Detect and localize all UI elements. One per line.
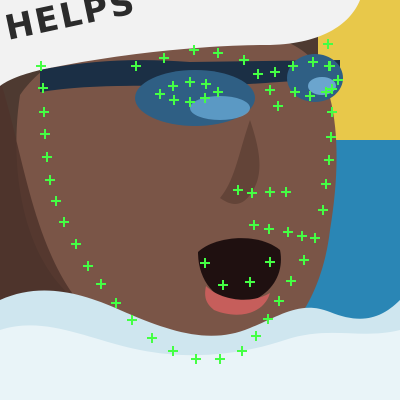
landmark-point	[321, 87, 331, 97]
landmark-point	[201, 79, 211, 89]
lips	[205, 286, 270, 315]
landmark-point	[233, 185, 243, 195]
landmark-point	[215, 354, 225, 364]
landmark-point	[96, 279, 106, 289]
landmark-point	[283, 227, 293, 237]
landmark-point	[265, 85, 275, 95]
landmark-point	[191, 354, 201, 364]
landmark-point	[155, 89, 165, 99]
landmark-point	[273, 101, 283, 111]
landmark-point	[274, 296, 284, 306]
landmark-point	[318, 205, 328, 215]
landmark-point	[147, 333, 157, 343]
landmark-point	[324, 61, 334, 71]
landmark-point	[297, 231, 307, 241]
landmark-point	[45, 175, 55, 185]
landmark-point	[326, 132, 336, 142]
swim-cap	[0, 0, 360, 86]
landmark-point	[308, 57, 318, 67]
landmark-point	[265, 187, 275, 197]
landmark-point	[310, 233, 320, 243]
landmark-point	[323, 39, 333, 49]
landmark-point	[169, 95, 179, 105]
landmark-point	[305, 91, 315, 101]
landmark-point	[247, 188, 257, 198]
landmark-point	[245, 277, 255, 287]
landmark-point	[321, 179, 331, 189]
landmark-point	[281, 187, 291, 197]
landmark-point	[83, 261, 93, 271]
landmark-point	[38, 83, 48, 93]
water-foam	[0, 325, 400, 400]
landmark-point	[237, 346, 247, 356]
landmark-point	[270, 67, 280, 77]
landmark-point	[71, 239, 81, 249]
landmark-point	[286, 276, 296, 286]
landmark-point	[327, 84, 337, 94]
goggle-right-shine	[308, 77, 336, 95]
landmark-point	[288, 61, 298, 71]
landmark-point	[200, 93, 210, 103]
landmark-point	[299, 255, 309, 265]
landmark-point	[251, 331, 261, 341]
landmark-point	[324, 155, 334, 165]
landmark-point	[168, 81, 178, 91]
landmark-point	[213, 48, 223, 58]
landmark-point	[40, 129, 50, 139]
landmark-point	[168, 346, 178, 356]
landmark-point	[213, 87, 223, 97]
landmark-point	[159, 53, 169, 63]
landmark-point	[249, 220, 259, 230]
landmark-point	[333, 75, 343, 85]
landmark-point	[42, 152, 52, 162]
mouth	[198, 238, 281, 305]
landmark-point	[36, 61, 46, 71]
landmark-point	[131, 61, 141, 71]
landmark-point	[218, 280, 228, 290]
landmark-point	[185, 97, 195, 107]
landmark-point	[264, 224, 274, 234]
landmark-point	[327, 107, 337, 117]
landmarks-layer	[36, 39, 343, 364]
goggle-left-shine	[190, 96, 250, 120]
landmark-point	[263, 314, 273, 324]
landmark-point	[253, 69, 263, 79]
nose-shadow	[220, 120, 260, 204]
landmark-point	[239, 55, 249, 65]
landmark-point	[51, 196, 61, 206]
landmark-point	[290, 87, 300, 97]
landmark-point	[189, 45, 199, 55]
landmark-point	[200, 258, 210, 268]
landmark-point	[39, 107, 49, 117]
landmark-point	[111, 298, 121, 308]
landmark-point	[127, 315, 137, 325]
landmark-point	[265, 257, 275, 267]
landmark-point	[185, 77, 195, 87]
landmark-point	[59, 217, 69, 227]
